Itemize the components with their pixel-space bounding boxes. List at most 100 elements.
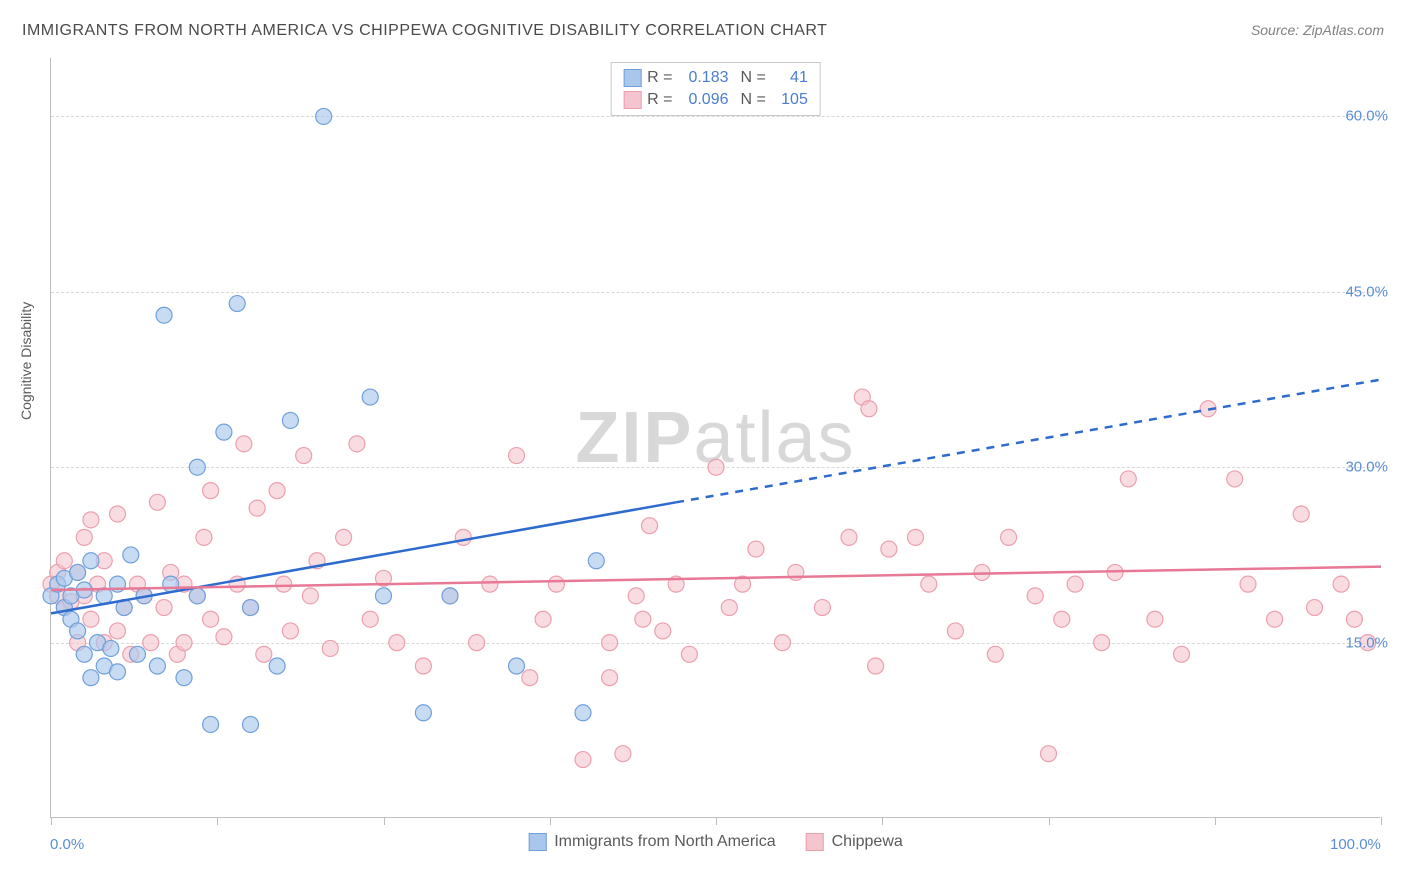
data-point [814,600,830,616]
data-point [176,670,192,686]
data-point [203,611,219,627]
data-point [1333,576,1349,592]
data-point [868,658,884,674]
x-tick-label-right: 100.0% [1330,836,1381,853]
data-point [83,512,99,528]
data-point [123,547,139,563]
legend-item: Chippewa [806,833,903,851]
x-tick [1215,817,1216,825]
data-point [455,529,471,545]
legend-swatch [806,833,824,851]
data-point [362,389,378,405]
data-point [1120,471,1136,487]
data-point [642,518,658,534]
data-point [156,600,172,616]
data-point [149,494,165,510]
data-point [103,640,119,656]
data-point [415,658,431,674]
data-point [1267,611,1283,627]
n-label: N = [741,67,766,89]
legend-stat-row: R = 0.096 N = 105 [623,89,808,111]
data-point [302,588,318,604]
legend-top-stats: R =0.183N =41R =0.096N =105 [610,62,821,116]
data-point [236,436,252,452]
data-point [908,529,924,545]
data-point [336,529,352,545]
data-point [282,623,298,639]
r-value: 0.096 [679,89,729,111]
data-point [249,500,265,516]
legend-swatch [623,91,641,109]
legend-label: Immigrants from North America [554,833,775,851]
x-tick [1049,817,1050,825]
data-point [376,588,392,604]
data-point [149,658,165,674]
data-point [322,640,338,656]
data-point [296,448,312,464]
data-point [196,529,212,545]
data-point [588,553,604,569]
data-point [269,658,285,674]
y-axis-label: Cognitive Disability [18,302,34,420]
data-point [861,401,877,417]
data-point [189,588,205,604]
data-point [602,670,618,686]
data-point [841,529,857,545]
data-point [56,553,72,569]
data-point [349,436,365,452]
data-point [469,635,485,651]
data-point [921,576,937,592]
data-point [282,412,298,428]
data-point [509,448,525,464]
source-attribution: Source: ZipAtlas.com [1251,22,1384,38]
data-point [1001,529,1017,545]
data-point [947,623,963,639]
data-point [143,635,159,651]
x-tick [217,817,218,825]
data-point [548,576,564,592]
x-tick [550,817,551,825]
data-point [509,658,525,674]
data-point [243,600,259,616]
data-point [110,506,126,522]
data-point [1240,576,1256,592]
scatter-plot-svg [51,58,1380,817]
data-point [276,576,292,592]
r-label: R = [647,89,672,111]
data-point [229,296,245,312]
data-point [721,600,737,616]
data-point [987,646,1003,662]
data-point [575,752,591,768]
x-tick [882,817,883,825]
y-tick-label: 60.0% [1345,108,1388,125]
data-point [535,611,551,627]
data-point [1067,576,1083,592]
data-point [83,553,99,569]
data-point [156,307,172,323]
data-point [1346,611,1362,627]
regression-line [51,502,676,613]
data-point [76,529,92,545]
data-point [362,611,378,627]
data-point [163,576,179,592]
legend-bottom: Immigrants from North America Chippewa [528,833,903,851]
data-point [1094,635,1110,651]
y-tick-label: 45.0% [1345,283,1388,300]
n-value: 105 [772,89,808,111]
data-point [1147,611,1163,627]
y-tick-label: 15.0% [1345,634,1388,651]
data-point [110,623,126,639]
data-point [522,670,538,686]
data-point [216,629,232,645]
data-point [1307,600,1323,616]
data-point [256,646,272,662]
legend-swatch [623,69,641,87]
data-point [748,541,764,557]
data-point [110,664,126,680]
data-point [482,576,498,592]
n-label: N = [741,89,766,111]
legend-swatch [528,833,546,851]
data-point [655,623,671,639]
data-point [243,716,259,732]
data-point [389,635,405,651]
